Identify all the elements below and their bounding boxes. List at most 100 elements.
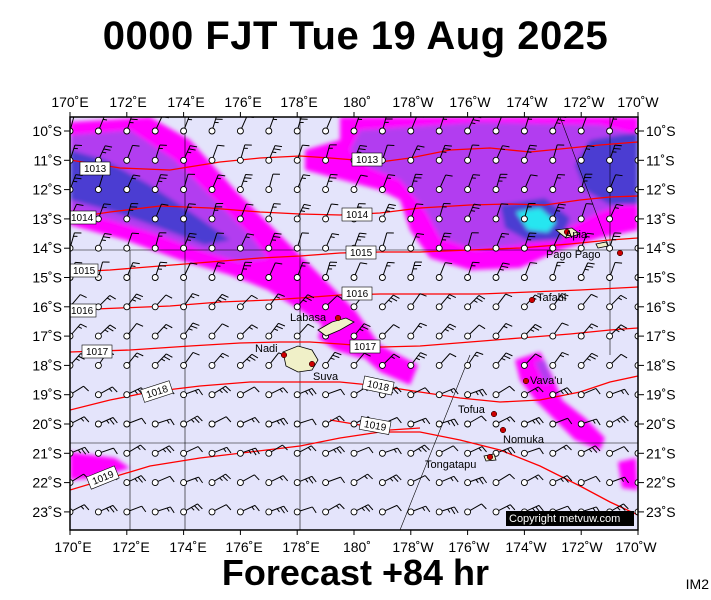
wind-barb [378, 232, 394, 252]
wind-barb [492, 416, 516, 428]
wind-barb [492, 385, 515, 399]
svg-text:1017: 1017 [354, 342, 377, 353]
wind-barb [322, 351, 342, 369]
wind-barb [151, 174, 168, 194]
wind-barb [549, 203, 566, 223]
wind-barb [464, 174, 481, 194]
wind-barb [549, 417, 573, 428]
isobar-label: 1019 [358, 416, 392, 435]
bottom-longitude-labels: 170˚E 172˚E 174˚E 176˚E 178˚E 180˚ 178˚W… [54, 539, 657, 555]
wind-barb [180, 388, 204, 399]
svg-text:1019: 1019 [363, 419, 387, 434]
wind-barb [151, 353, 173, 369]
wind-barb [151, 506, 175, 516]
rain-band-west-moderate [70, 130, 268, 262]
lat-label-right: 20˚S [646, 416, 676, 432]
isobar-line [70, 286, 638, 311]
wind-barb [606, 144, 622, 164]
wind-barb [236, 173, 253, 194]
wind-barb [236, 353, 259, 369]
wind-barb [577, 145, 595, 164]
wind-barb [464, 476, 488, 487]
wind-barb [407, 203, 424, 223]
wind-barb [520, 262, 538, 281]
wind-barb [208, 232, 224, 252]
wind-barb [492, 473, 515, 487]
wind-barb [350, 504, 374, 516]
top-lon-label: 176˚W [449, 94, 491, 110]
wind-barb [464, 261, 480, 281]
wind-barb [293, 506, 317, 516]
top-lon-label: 178˚W [392, 94, 434, 110]
wind-barb [464, 324, 486, 340]
land-masses [282, 227, 609, 462]
wind-barb [94, 417, 118, 428]
wind-barb [606, 294, 628, 311]
wind-barb [322, 503, 345, 516]
place-pago-pago: Pago Pago [546, 249, 600, 261]
svg-text:1013: 1013 [356, 155, 379, 166]
wind-barb [293, 294, 315, 311]
lat-label-left: 16˚S [32, 299, 62, 315]
wind-barb [435, 323, 457, 340]
wind-barb [293, 445, 317, 457]
bottom-lon-label: 172˚W [561, 539, 603, 555]
wind-barb [180, 351, 200, 369]
wind-barb [378, 324, 400, 340]
wind-barb [464, 232, 479, 252]
wind-barb [123, 293, 144, 311]
wind-barb [549, 322, 569, 340]
wind-barb [180, 203, 196, 223]
isobar-label: 1017 [349, 339, 381, 354]
svg-text:1015: 1015 [350, 248, 373, 259]
wind-barb [236, 386, 260, 399]
wind-barb [123, 262, 140, 281]
lat-label-right: 21˚S [646, 445, 676, 461]
wind-barb [577, 323, 599, 340]
wind-barb [606, 476, 630, 487]
wind-barb [378, 294, 400, 311]
wind-barb [435, 232, 452, 252]
wind-barb [464, 144, 480, 164]
wind-barb [322, 476, 346, 487]
lat-label-right: 10˚S [646, 123, 676, 139]
wind-barb [208, 262, 225, 281]
wind-barb [94, 324, 117, 340]
top-lon-label: 180˚ [343, 94, 371, 110]
wind-barb [180, 117, 197, 135]
wind-barb [94, 203, 111, 223]
wind-barb [435, 203, 451, 223]
wind-barb [378, 504, 402, 516]
wind-barb [180, 173, 196, 194]
svg-text:1016: 1016 [71, 306, 94, 317]
wind-barb [492, 323, 513, 340]
wind-barb [435, 506, 459, 516]
svg-text:1016: 1016 [346, 289, 369, 300]
wind-barb [293, 144, 310, 164]
right-latitude-labels: 10˚S 11˚S 12˚S 13˚S 14˚S 15˚S 16˚S 17˚S 18˚S 19˚S… [646, 123, 676, 520]
bottom-lon-label: 176˚W [448, 539, 490, 555]
town-marker [499, 426, 507, 434]
lat-label-left: 21˚S [32, 445, 62, 461]
wind-barb [577, 117, 594, 135]
wind-barb [492, 117, 509, 135]
top-longitude-labels: 170˚E 172˚E 174˚E 176˚E 178˚E 180˚ 178˚W… [51, 94, 659, 110]
wind-barb [151, 445, 175, 457]
lat-label-right: 13˚S [646, 211, 676, 227]
tutuila-island [595, 241, 609, 249]
wind-barb [549, 351, 569, 369]
left-latitude-labels: 10˚S 11˚S 12˚S 13˚S 14˚S 15˚S 16˚S 17˚S 18˚S 19˚S… [32, 123, 62, 520]
wind-barb [236, 233, 255, 252]
wind-barb [378, 447, 402, 457]
wind-barb [606, 117, 618, 135]
wind-barb [407, 261, 422, 281]
wind-barb [520, 353, 542, 369]
wind-barb [577, 262, 595, 281]
lat-label-left: 14˚S [32, 240, 62, 256]
wind-barb [492, 203, 509, 223]
product-code: IM2 [685, 576, 709, 592]
wind-barb [180, 476, 204, 487]
wind-barbs [70, 117, 638, 516]
wind-barb [293, 174, 311, 194]
